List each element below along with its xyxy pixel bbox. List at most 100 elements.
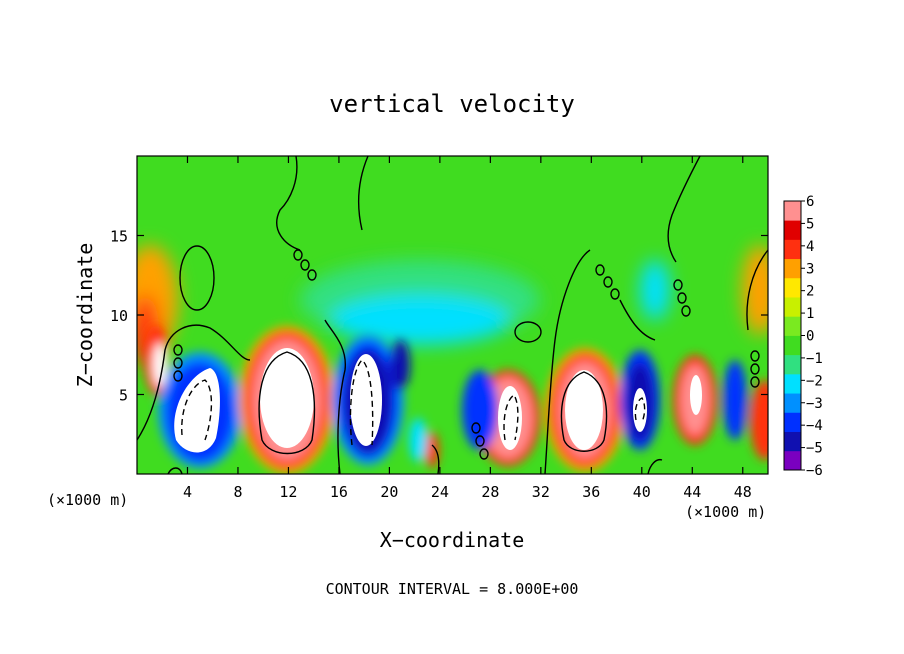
downdraft-22-small <box>409 418 427 462</box>
contour-chain-6 <box>610 288 620 300</box>
colorbar-segment-1 <box>784 431 801 452</box>
colorbar-label-10: −4 <box>806 418 823 434</box>
contour-chain-5 <box>603 276 613 288</box>
colorbar-label-8: −2 <box>806 373 823 389</box>
downdraft-20-small <box>390 340 410 390</box>
x-axis-label: X−coordinate <box>380 528 525 552</box>
updraft-left-core <box>153 343 167 387</box>
colorbar-label-3: 3 <box>806 261 814 277</box>
colorbar-segment-11 <box>784 239 801 260</box>
contour-ring-12 <box>258 351 316 455</box>
contour-lines <box>137 156 768 474</box>
contour-ring-35 <box>560 371 608 452</box>
downdraft-26-outer <box>462 370 498 450</box>
colorbar-segment-6 <box>784 335 801 356</box>
core-35 <box>565 370 603 450</box>
colorbar-label-7: −1 <box>806 351 823 367</box>
contour-negative-left <box>181 379 213 441</box>
colorbar-label-12: −6 <box>806 463 823 479</box>
colorbar: 6 5 4 3 2 1 0 −1 −2 −3 −4 −5 −6 <box>783 194 823 479</box>
core-18 <box>350 354 382 446</box>
upper-mid-sink-core <box>330 295 510 345</box>
core-12 <box>260 348 314 448</box>
core-left <box>174 368 220 453</box>
x-tick-label-7: 32 <box>532 483 550 501</box>
y-axis-ticks: 5 10 15 <box>110 228 768 405</box>
x-tick-label-0: 4 <box>183 483 192 501</box>
contour-zero-bottom-1 <box>431 444 440 474</box>
colorbar-segment-2 <box>784 412 801 432</box>
colorbar-segment-8 <box>784 297 801 317</box>
contour-chain-9 <box>681 305 691 317</box>
contour-chain-10 <box>173 344 183 356</box>
contour-chain-4 <box>595 264 605 276</box>
contour-zero-a <box>276 156 301 251</box>
colorbar-segment-12 <box>784 220 801 240</box>
x-tick-label-11: 48 <box>734 483 752 501</box>
contour-zero-c <box>357 156 369 231</box>
colorbar-segment-3 <box>784 393 801 413</box>
x-unit-right: (×1000 m) <box>685 503 766 521</box>
x-tick-label-4: 20 <box>380 483 398 501</box>
contour-chain-14 <box>750 363 760 375</box>
colorbar-segment-13 <box>784 201 801 221</box>
contour-chain-2 <box>300 259 310 271</box>
colorbar-label-6: 0 <box>806 329 814 345</box>
contour-zero-d <box>544 249 591 474</box>
heatmap-field <box>137 156 768 474</box>
upper-right-sink-zone <box>640 260 670 320</box>
contour-chain-8 <box>677 292 687 304</box>
contour-zero-upper-left <box>137 324 251 441</box>
contour-zero-bottom-3 <box>167 467 183 474</box>
contour-chain-13 <box>750 350 760 362</box>
contour-loop-mid <box>514 321 542 343</box>
updraft-right-edge <box>750 380 768 460</box>
contour-chain-15 <box>750 376 760 388</box>
contour-chain-12 <box>173 370 183 382</box>
contour-loop-upper-left <box>179 245 215 311</box>
contour-chain-1 <box>293 249 303 261</box>
core-45 <box>690 375 702 415</box>
x-tick-label-10: 44 <box>683 483 701 501</box>
upper-field-shading <box>137 245 768 365</box>
y-tick-label-1: 10 <box>110 307 128 325</box>
colorbar-label-9: −3 <box>806 396 823 412</box>
x-tick-label-3: 16 <box>330 483 348 501</box>
chart-title: vertical velocity <box>329 90 575 118</box>
y-tick-label-2: 15 <box>110 228 128 246</box>
core-40 <box>633 388 647 432</box>
y-axis-label: Z−coordinate <box>73 243 97 388</box>
contour-chain-16 <box>471 422 481 434</box>
white-cores <box>174 348 702 453</box>
colorbar-segment-0 <box>784 450 801 471</box>
contour-zero-e <box>667 156 701 263</box>
contour-chain-3 <box>307 269 317 281</box>
colorbar-label-5: 1 <box>806 306 814 322</box>
colorbar-label-11: −5 <box>806 441 823 457</box>
contour-chain-7 <box>673 279 683 291</box>
y-tick-label-0: 5 <box>119 387 128 405</box>
colorbar-label-4: 2 <box>806 284 814 300</box>
contour-interval-footer: CONTOUR INTERVAL = 8.000E+00 <box>326 580 579 598</box>
contour-negative-40 <box>634 397 646 423</box>
colorbar-segment-5 <box>784 354 801 375</box>
x-tick-label-1: 8 <box>233 483 242 501</box>
x-axis-ticks: 4 8 12 16 20 24 28 32 36 40 44 48 <box>183 156 752 501</box>
x-tick-label-8: 36 <box>582 483 600 501</box>
updraft-23-small <box>425 432 439 468</box>
contour-zero-g <box>619 299 656 341</box>
contour-zero-bottom-2 <box>647 458 663 474</box>
colorbar-label-2: 4 <box>806 239 814 255</box>
colorbar-segment-9 <box>784 277 801 298</box>
upper-right-warm-zone <box>742 245 768 335</box>
x-tick-label-2: 12 <box>279 483 297 501</box>
contour-chain-17 <box>475 435 485 447</box>
x-tick-label-9: 40 <box>633 483 651 501</box>
contour-chain-18 <box>479 448 489 460</box>
colorbar-label-0: 6 <box>806 194 814 210</box>
contour-zero-b <box>324 319 346 474</box>
contour-chain-11 <box>173 357 183 369</box>
x-unit-left: (×1000 m) <box>47 491 128 509</box>
colorbar-segment-7 <box>784 316 801 336</box>
